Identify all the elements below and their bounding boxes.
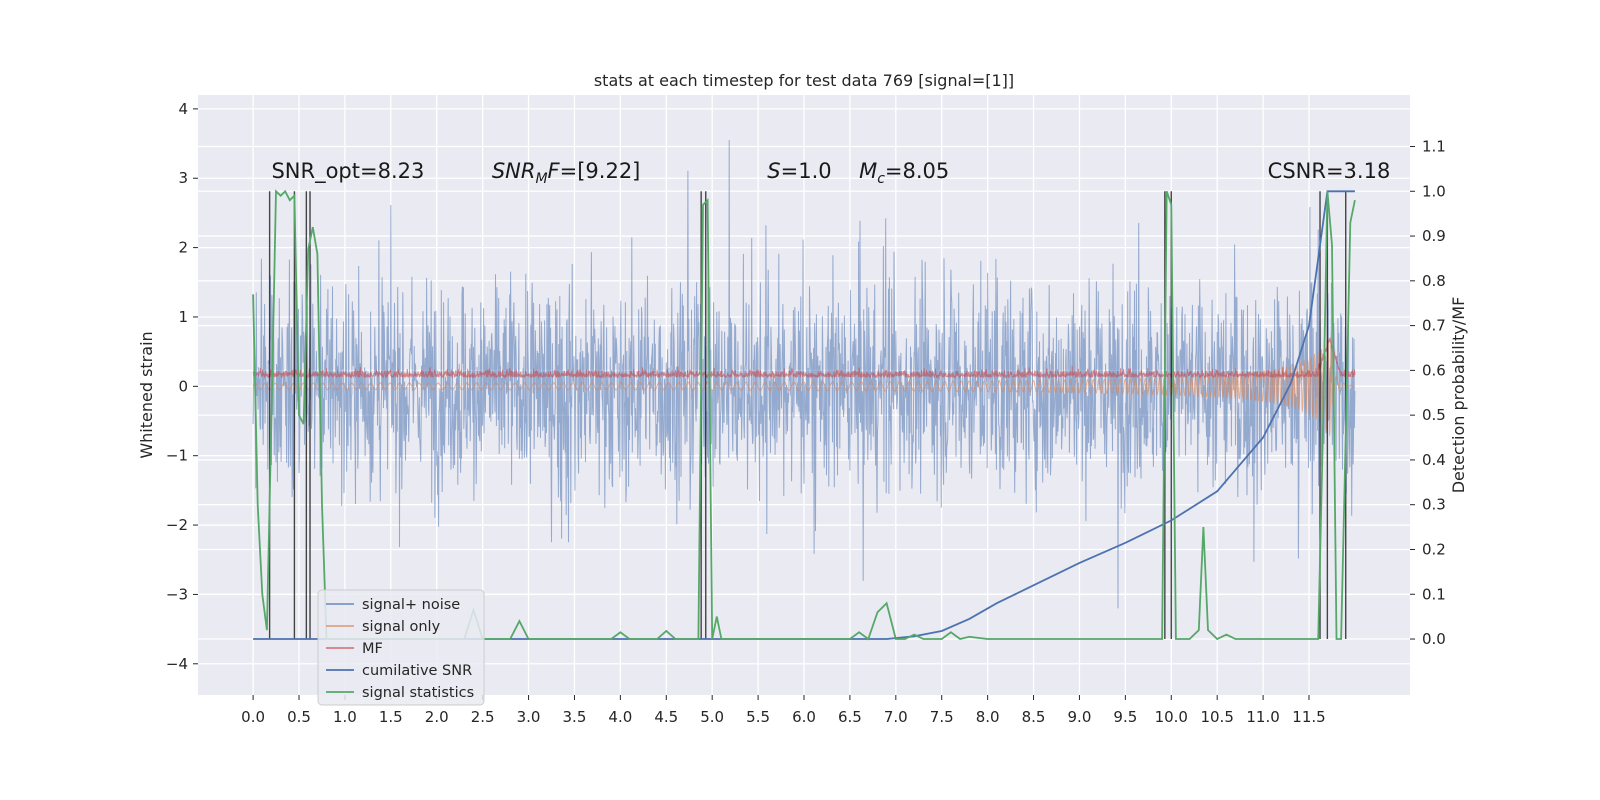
legend-label-cumilative-snr: cumilative SNR — [362, 663, 472, 679]
x-tick-label-6.5: 6.5 — [838, 708, 862, 726]
line-cumilative-snr — [253, 190, 1355, 640]
x-tick-label-7.5: 7.5 — [930, 708, 954, 726]
x-tick-label-2.5: 2.5 — [471, 708, 495, 726]
y-axis-ticks: 4 3 2 1 0 −1 −2 −3 −4 — [166, 100, 198, 673]
y2-axis-label: Detection probability/MF — [1449, 297, 1468, 494]
y-tick-label-0: 0 — [178, 377, 188, 395]
x-tick-label-10.0: 10.0 — [1155, 708, 1188, 726]
x-tick-label-5.5: 5.5 — [746, 708, 770, 726]
y-tick-label-−4: −4 — [166, 655, 188, 673]
x-tick-label-1.5: 1.5 — [379, 708, 403, 726]
line-signal-statistics — [252, 189, 1356, 641]
y-tick-label-−2: −2 — [166, 516, 188, 534]
y-tick-label-−3: −3 — [166, 585, 188, 603]
y-tick-label-2: 2 — [178, 239, 188, 257]
legend-item-cumilative-snr: cumilative SNR — [326, 663, 472, 679]
y-tick-label-1: 1 — [178, 308, 188, 326]
chart-title: stats at each timestep for test data 769… — [594, 71, 1014, 90]
y2-tick-label-1.1: 1.1 — [1422, 137, 1446, 155]
annotation-s: S=1.0 — [767, 159, 831, 183]
y2-tick-label-0.2: 0.2 — [1422, 540, 1446, 558]
y2-tick-label-0.9: 0.9 — [1422, 227, 1446, 245]
x-tick-label-4.0: 4.0 — [608, 708, 632, 726]
legend-item-signal-statistics: signal statistics — [326, 685, 474, 701]
annotation-snr-opt: SNR_opt=8.23 — [271, 159, 424, 184]
y-tick-label-3: 3 — [178, 169, 188, 187]
y-tick-label-−1: −1 — [166, 447, 188, 465]
x-tick-label-0.0: 0.0 — [241, 708, 265, 726]
legend-item-mf: MF — [326, 641, 383, 657]
legend: signal+ noise signal only MF cumilative … — [317, 589, 485, 706]
x-tick-label-8.5: 8.5 — [1022, 708, 1046, 726]
y2-tick-label-0.1: 0.1 — [1422, 585, 1446, 603]
annotation-snr-mf: SNRMF=[9.22] — [492, 159, 641, 187]
x-tick-label-4.5: 4.5 — [654, 708, 678, 726]
annotation-mc: Mc=8.05 — [859, 159, 949, 187]
x-tick-label-9.0: 9.0 — [1068, 708, 1092, 726]
legend-label-mf: MF — [362, 641, 383, 657]
x-tick-label-5.0: 5.0 — [700, 708, 724, 726]
legend-label-signal-only: signal only — [362, 619, 441, 635]
y2-tick-label-0.3: 0.3 — [1422, 496, 1446, 514]
x-tick-label-9.5: 9.5 — [1113, 708, 1137, 726]
x-tick-label-3.0: 3.0 — [517, 708, 541, 726]
annotation-csnr: CSNR=3.18 — [1268, 159, 1391, 183]
legend-item-signal-noise: signal+ noise — [326, 597, 460, 613]
legend-label-signal-statistics: signal statistics — [362, 685, 474, 701]
x-tick-label-7.0: 7.0 — [884, 708, 908, 726]
legend-box — [317, 589, 485, 706]
x-axis-ticks: 0.0 0.5 1.0 1.5 2.0 2.5 3.0 3.5 4.0 4.5 5.0 5.5 6.0 6… — [241, 695, 1326, 726]
series-cumilative-snr — [253, 190, 1355, 640]
y2-tick-label-0.5: 0.5 — [1422, 406, 1446, 424]
x-tick-label-6.0: 6.0 — [792, 708, 816, 726]
x-tick-label-0.5: 0.5 — [287, 708, 311, 726]
y2-tick-label-0.6: 0.6 — [1422, 361, 1446, 379]
x-tick-label-2.0: 2.0 — [425, 708, 449, 726]
x-tick-label-3.5: 3.5 — [563, 708, 587, 726]
y2-tick-label-0.0: 0.0 — [1422, 630, 1446, 648]
x-tick-label-11.0: 11.0 — [1246, 708, 1279, 726]
y2-tick-label-0.8: 0.8 — [1422, 272, 1446, 290]
y-tick-label-4: 4 — [178, 100, 188, 118]
x-tick-label-11.5: 11.5 — [1292, 708, 1325, 726]
annotations: SNR_opt=8.23 SNRMF=[9.22] S=1.0 Mc=8.05 … — [271, 159, 1390, 187]
legend-item-signal-only: signal only — [326, 619, 441, 635]
y-axis-label: Whitened strain — [137, 331, 156, 458]
x-tick-label-1.0: 1.0 — [333, 708, 357, 726]
series-signal-statistics — [252, 189, 1356, 641]
y2-tick-label-1.0: 1.0 — [1422, 182, 1446, 200]
x-tick-label-8.0: 8.0 — [976, 708, 1000, 726]
y2-axis-ticks: 1.1 1.0 0.9 0.8 0.7 0.6 0.5 0.4 0.3 0.2 0.1 0.0 — [1410, 137, 1446, 648]
y2-tick-label-0.7: 0.7 — [1422, 317, 1446, 335]
y2-tick-label-0.4: 0.4 — [1422, 451, 1446, 469]
legend-label-signal-noise: signal+ noise — [362, 597, 460, 613]
x-tick-label-10.5: 10.5 — [1200, 708, 1233, 726]
